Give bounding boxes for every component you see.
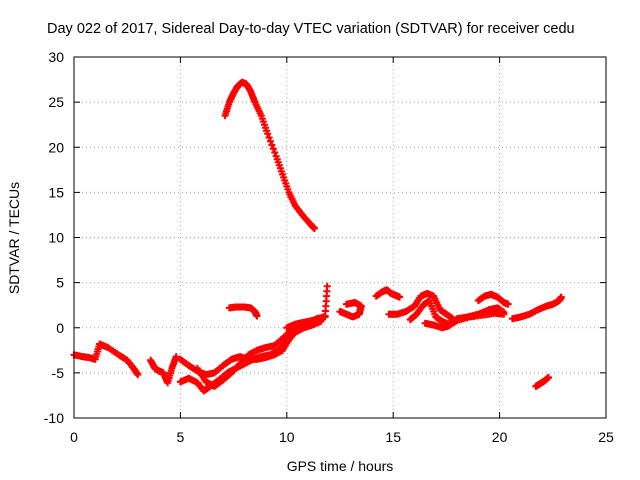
series-arc-day-5 <box>421 309 508 332</box>
data-point <box>265 133 273 141</box>
series-arc-day-3 <box>385 289 457 323</box>
chart-title: Day 022 of 2017, Sidereal Day-to-day VTE… <box>47 21 575 37</box>
data-point <box>500 310 508 318</box>
data-point <box>268 141 276 149</box>
x-axis-label: GPS time / hours <box>287 458 394 474</box>
data-point <box>396 293 404 301</box>
axis-ticks: 0 5 10 15 20 25 -10 -5 0 5 10 15 20 25 30 <box>44 49 614 445</box>
y-tick-label: -10 <box>44 410 64 426</box>
y-tick-label: 0 <box>56 320 64 336</box>
y-tick-label: 10 <box>48 230 64 246</box>
series-arc-low-6 <box>283 282 331 332</box>
data-point <box>310 224 318 232</box>
series-arc-low-5 <box>193 321 312 390</box>
x-tick-label: 20 <box>492 429 508 445</box>
x-tick-label: 10 <box>279 429 295 445</box>
y-tick-label: 5 <box>56 275 64 291</box>
data-point <box>323 282 331 290</box>
data-point <box>264 130 272 138</box>
series-arc-mid <box>225 303 261 320</box>
series-arc-day-2 <box>372 286 404 301</box>
data-point <box>172 353 180 361</box>
data-point <box>253 312 261 320</box>
y-tick-label: 15 <box>48 184 64 200</box>
data-point <box>134 371 142 379</box>
series-arc-day-8 <box>532 373 553 390</box>
series-arc-high <box>221 78 318 232</box>
y-tick-label: -5 <box>52 365 65 381</box>
y-tick-label: 30 <box>48 49 64 65</box>
x-tick-label: 25 <box>598 429 614 445</box>
data-point <box>545 373 553 381</box>
y-axis-label: SDTVAR / TECUs <box>6 182 22 294</box>
data-point <box>504 300 512 308</box>
series-arc-low-2 <box>147 353 180 387</box>
data-points <box>70 78 565 395</box>
series-arc-day-7 <box>508 293 565 323</box>
data-point <box>266 137 274 145</box>
x-tick-label: 15 <box>385 429 401 445</box>
y-tick-label: 25 <box>48 94 64 110</box>
series-arc-day-1 <box>336 298 365 321</box>
series-arc-low-1 <box>70 340 142 379</box>
data-point <box>342 300 350 308</box>
x-tick-label: 0 <box>70 429 78 445</box>
x-tick-label: 5 <box>177 429 185 445</box>
data-point <box>271 149 279 157</box>
series-arc-day-6 <box>474 290 512 308</box>
y-tick-label: 20 <box>48 139 64 155</box>
data-point <box>557 293 565 301</box>
data-point <box>269 145 277 153</box>
